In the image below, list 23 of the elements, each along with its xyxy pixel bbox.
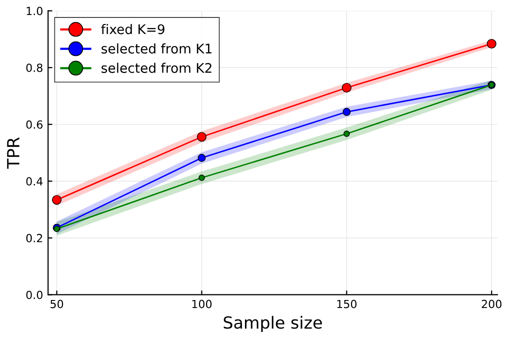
y-tick-label: 1.0 [26,6,42,16]
point [198,174,205,181]
point [52,195,62,205]
y-tick-label: 0.6 [26,120,43,129]
x-tick-label: 100 [192,300,212,308]
y-tick-label: 0.2 [26,234,42,242]
x-tick-label: 150 [337,300,357,308]
y-tick-label: 0.8 [26,64,42,72]
point [342,82,352,93]
legend-label: selected from K1 [102,43,212,54]
point [198,154,206,162]
x-axis-title: Sample size [224,316,322,332]
point [342,108,351,116]
point [344,130,350,137]
y-tick-label: 0.0 [26,290,42,300]
legend-label: fixed K=9 [101,24,164,34]
y-axis-title: TPR [7,137,20,169]
legend-label: selected from K2 [102,62,212,73]
x-tick-label: 50 [50,300,64,308]
x-tick-label: 200 [482,300,502,308]
point [196,132,207,142]
y-tick-label: 0.4 [26,177,43,186]
point [486,38,496,49]
